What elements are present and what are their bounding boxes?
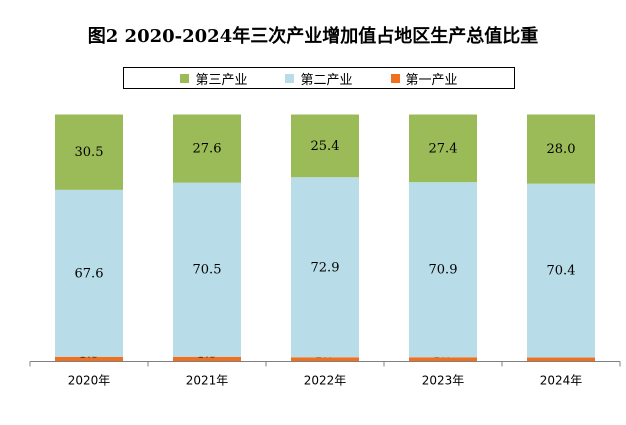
bar-primary-0 — [55, 356, 123, 362]
bar-secondary-3 — [409, 182, 477, 358]
bar-tertiary-0 — [55, 114, 123, 190]
bar-tertiary-2 — [291, 114, 359, 178]
data-label-tertiary-4: 28.0 — [547, 142, 576, 157]
bar-primary-4 — [527, 357, 595, 362]
bar-secondary-0 — [55, 189, 123, 357]
data-label-tertiary-3: 27.4 — [429, 141, 458, 156]
bar-primary-2 — [291, 357, 359, 362]
bar-tertiary-4 — [527, 114, 595, 184]
legend: 第三产业 第二产业 第一产业 — [123, 67, 515, 89]
x-tick-label-0: 2020年 — [68, 374, 111, 388]
data-label-secondary-4: 70.4 — [547, 264, 576, 279]
legend-swatch-primary — [390, 73, 400, 83]
legend-label-tertiary: 第三产业 — [195, 72, 248, 88]
data-label-secondary-1: 70.5 — [193, 263, 222, 278]
legend-item-secondary: 第二产业 — [285, 69, 353, 88]
x-tick-label-1: 2021年 — [186, 374, 229, 388]
legend-item-primary: 第一产业 — [390, 69, 458, 88]
legend-item-tertiary: 第三产业 — [180, 69, 247, 88]
data-label-tertiary-0: 30.5 — [75, 145, 104, 160]
x-tick-label-2: 2022年 — [304, 374, 347, 388]
legend-swatch-secondary — [285, 73, 295, 83]
bar-secondary-4 — [527, 183, 595, 358]
bar-tertiary-1 — [173, 114, 241, 183]
x-tick-label-4: 2024年 — [540, 374, 583, 388]
data-label-tertiary-2: 25.4 — [311, 139, 340, 154]
data-label-secondary-0: 67.6 — [75, 266, 104, 281]
data-label-secondary-3: 70.9 — [429, 263, 458, 278]
chart-title: 图2 2020-2024年三次产业增加值占地区生产总值比重 — [87, 26, 539, 47]
legend-swatch-tertiary — [180, 73, 190, 83]
data-label-secondary-2: 72.9 — [311, 260, 340, 275]
bar-secondary-2 — [291, 177, 359, 358]
bar-tertiary-3 — [409, 114, 477, 183]
bar-primary-1 — [173, 356, 241, 362]
bar-primary-3 — [409, 357, 477, 362]
data-label-tertiary-1: 27.6 — [193, 142, 222, 157]
legend-label-secondary: 第二产业 — [300, 72, 353, 88]
legend-label-primary: 第一产业 — [405, 72, 458, 88]
bar-secondary-1 — [173, 182, 241, 357]
x-tick-label-3: 2023年 — [422, 374, 465, 388]
